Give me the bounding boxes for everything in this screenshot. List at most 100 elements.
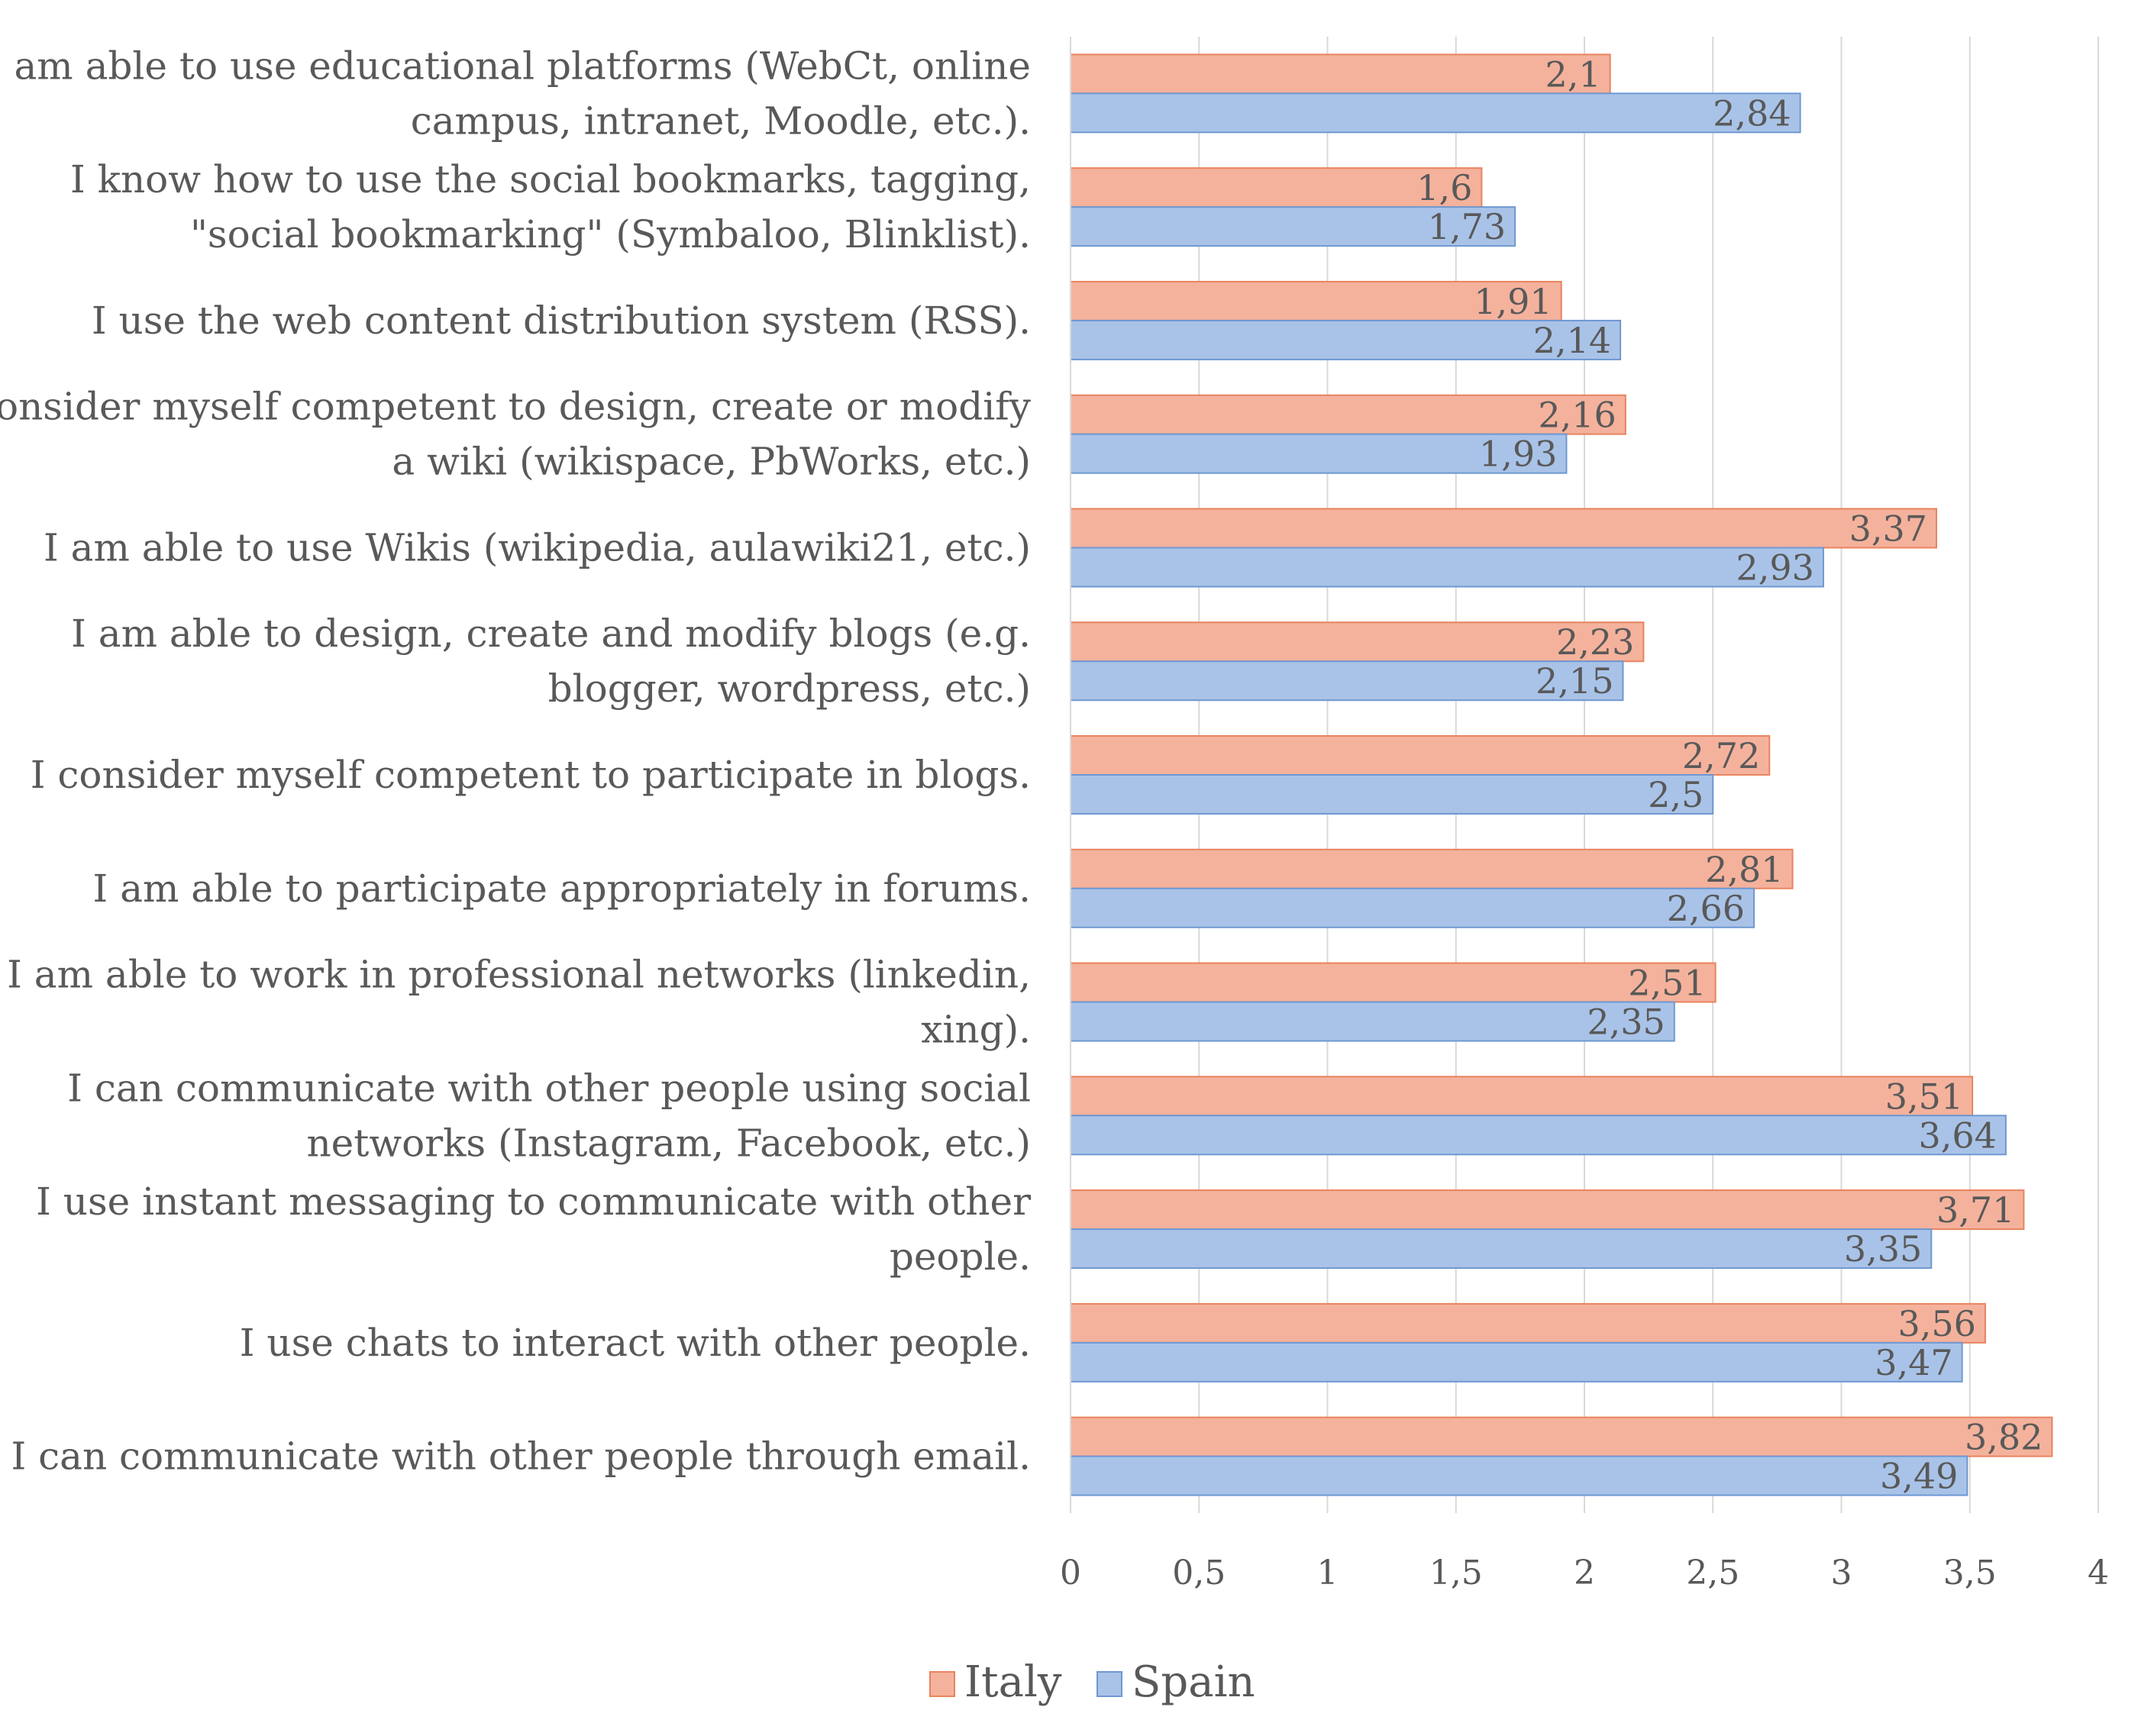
- category-label-line: I know how to use the social bookmarks, …: [70, 157, 1031, 202]
- category-label: I use chats to interact with other peopl…: [240, 1321, 1031, 1365]
- category-label-line: I use instant messaging to communicate w…: [36, 1179, 1031, 1224]
- data-label-spain: 2,15: [1536, 660, 1613, 702]
- bar-italy: [1070, 1189, 2025, 1231]
- data-label-spain: 2,14: [1533, 320, 1611, 361]
- category-label: I use instant messaging to communicate w…: [36, 1179, 1031, 1279]
- data-label-italy: 3,82: [1965, 1417, 2043, 1458]
- bar-spain: [1070, 774, 1714, 815]
- legend-item-italy-swatch: [929, 1671, 955, 1697]
- data-label-spain: 2,35: [1587, 1002, 1665, 1043]
- data-label-italy: 2,81: [1705, 849, 1783, 890]
- data-label-italy: 3,51: [1885, 1076, 1963, 1117]
- category-label-line: a wiki (wikispace, PbWorks, etc.): [392, 440, 1031, 484]
- data-label-spain: 3,64: [1918, 1115, 1996, 1156]
- bars: 2,1 2,84 1,61,73 1,912,14 2,161,93 3,37 2,93 2,…: [1070, 53, 2053, 1497]
- bar-spain: [1070, 92, 1801, 134]
- bar-italy: [1070, 53, 1611, 95]
- bar-italy: [1070, 1302, 1986, 1344]
- category-label-line: I am able to work in professional networ…: [7, 953, 1031, 997]
- category-label-line: xing).: [921, 1008, 1031, 1052]
- category-label: I am able to design, create and modify b…: [71, 611, 1031, 711]
- data-label-spain: 1,73: [1428, 206, 1506, 247]
- category-label: I am able to use Wikis (wikipedia, aulaw…: [44, 525, 1031, 570]
- x-tick-label: 0,5: [1172, 1554, 1226, 1592]
- bar-spain: [1070, 1001, 1675, 1042]
- data-label-spain: 3,49: [1880, 1456, 1958, 1497]
- x-tick-label: 0: [1060, 1554, 1081, 1592]
- category-label-line: I use chats to interact with other peopl…: [240, 1321, 1031, 1365]
- data-label-italy: 3,71: [1936, 1189, 2014, 1231]
- data-label-italy: 2,51: [1628, 963, 1706, 1004]
- x-tick-label: 4: [2088, 1554, 2109, 1592]
- category-label-line: I can communicate with other people thro…: [11, 1434, 1032, 1479]
- data-label-spain: 2,66: [1667, 888, 1745, 929]
- data-label-spain: 2,84: [1713, 92, 1791, 134]
- bar-spain: [1070, 887, 1755, 928]
- bar-spain: [1070, 660, 1624, 702]
- category-label-line: I use the web content distribution syste…: [92, 298, 1031, 343]
- data-label-spain: 2,5: [1648, 774, 1704, 815]
- bar-spain: [1070, 1341, 1963, 1383]
- category-label-line: blogger, wordpress, etc.): [548, 666, 1031, 711]
- category-label-line: "social bookmarking" (Symbaloo, Blinklis…: [190, 212, 1031, 257]
- legend-item-spain-swatch: [1096, 1671, 1122, 1697]
- axes: 0 0,5 1 1,5 2 2,5 3 3,5 4: [1060, 37, 2109, 1592]
- bar-spain: [1070, 1115, 2007, 1156]
- bar-italy: [1070, 280, 1562, 321]
- bar-spain: [1070, 433, 1568, 474]
- data-label-italy: 1,6: [1416, 167, 1472, 208]
- category-label-line: I am able to participate appropriately i…: [93, 866, 1031, 911]
- data-label-italy: 2,16: [1538, 395, 1616, 436]
- category-label-line: I can communicate with other people usin…: [67, 1066, 1031, 1110]
- category-label: I consider myself competent to design, c…: [0, 385, 1032, 484]
- legend: Italy Spain: [929, 1657, 1255, 1707]
- x-tick-label: 2,5: [1686, 1554, 1739, 1592]
- category-label-line: networks (Instagram, Facebook, etc.): [306, 1121, 1031, 1165]
- bar-italy: [1070, 1076, 1974, 1117]
- category-label-line: I am able to design, create and modify b…: [71, 611, 1031, 656]
- bar-italy: [1070, 962, 1717, 1003]
- x-tick-label: 3,5: [1943, 1554, 1997, 1592]
- category-label: I use the web content distribution syste…: [92, 298, 1031, 343]
- bar-spain: [1070, 319, 1622, 360]
- bar-spain: [1070, 1228, 1933, 1270]
- bar-italy: [1070, 508, 1938, 549]
- category-label-line: campus, intranet, Moodle, etc.).: [411, 98, 1031, 143]
- x-tick-label: 2: [1574, 1554, 1595, 1592]
- category-label-line: I am able to use educational platforms (…: [0, 44, 1031, 88]
- x-tick-label: 3: [1831, 1554, 1852, 1592]
- bar-italy: [1070, 1416, 2053, 1457]
- category-labels: I am able to use educational platforms (…: [0, 44, 1032, 1478]
- data-label-spain: 1,93: [1479, 434, 1557, 475]
- bar-spain: [1070, 206, 1516, 247]
- category-label: I am able to use educational platforms (…: [0, 44, 1031, 143]
- category-label: I know how to use the social bookmarks, …: [70, 157, 1031, 257]
- bar-italy: [1070, 848, 1794, 889]
- bar-spain: [1070, 547, 1824, 588]
- data-label-italy: 2,23: [1556, 621, 1634, 663]
- bar-italy: [1070, 735, 1771, 776]
- data-label-italy: 2,72: [1682, 735, 1760, 776]
- category-label: I consider myself competent to participa…: [31, 753, 1031, 797]
- category-label: I am able to participate appropriately i…: [93, 866, 1031, 911]
- data-label-spain: 3,35: [1844, 1228, 1922, 1270]
- category-label: I can communicate with other people usin…: [67, 1066, 1031, 1165]
- category-label-line: people.: [890, 1234, 1031, 1279]
- legend-item-spain-label: Spain: [1132, 1657, 1255, 1707]
- x-tick-label: 1,5: [1429, 1554, 1483, 1592]
- bar-italy: [1070, 621, 1645, 663]
- category-label-line: I consider myself competent to design, c…: [0, 385, 1032, 429]
- category-label-line: I consider myself competent to participa…: [31, 753, 1031, 797]
- data-label-italy: 2,1: [1545, 53, 1600, 95]
- category-label: I am able to work in professional networ…: [7, 953, 1031, 1052]
- data-label-spain: 2,93: [1736, 547, 1814, 588]
- bar-italy: [1070, 394, 1626, 435]
- bar-spain: [1070, 1455, 1968, 1496]
- data-label-italy: 3,56: [1898, 1303, 1976, 1344]
- category-label-line: I am able to use Wikis (wikipedia, aulaw…: [44, 525, 1031, 570]
- data-label-spain: 3,47: [1875, 1342, 1952, 1383]
- x-tick-label: 1: [1317, 1554, 1339, 1592]
- legend-item-italy-label: Italy: [964, 1657, 1062, 1707]
- category-label: I can communicate with other people thro…: [11, 1434, 1032, 1479]
